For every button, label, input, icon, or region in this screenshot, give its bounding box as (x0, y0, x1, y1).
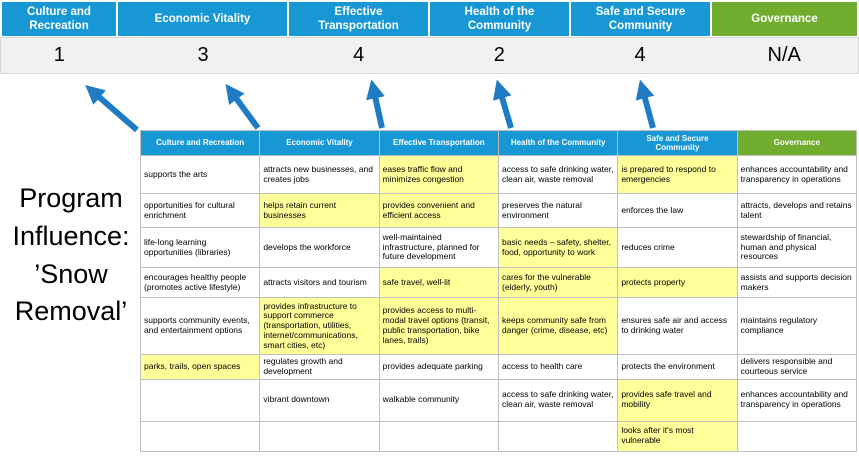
table-cell: well-maintained infrastructure, planned … (378, 227, 499, 268)
table-row: parks, trails, open spaces regulates grow… (139, 354, 858, 380)
table-cell: provides convenient and efficient access (378, 193, 499, 228)
table-cell: supports the arts (139, 155, 261, 194)
table-cell: vibrant downtown (259, 378, 380, 422)
table-cell: looks after it's most vulnerable (617, 420, 738, 452)
up-arrow-icon (85, 84, 139, 133)
table-cell: eases traffic flow and minimizes congest… (378, 155, 499, 194)
table-col-header: Governance (736, 130, 858, 156)
table-col-header: Safe and Secure Community (617, 130, 738, 156)
table-cell: reduces crime (617, 227, 738, 268)
table-cell: attracts, develops and retains talent (736, 193, 858, 228)
pillar-score-0: 1 (53, 44, 65, 66)
table-cell: opportunities for cultural enrichment (139, 193, 261, 228)
table-col-header: Culture and Recreation (139, 130, 261, 156)
table-row: encourages healthy people (promotes acti… (139, 267, 858, 298)
pillar-score-5: N/A (767, 44, 801, 66)
table-cell: provides access to multi-modal travel op… (378, 297, 499, 355)
pillar-header-2: Effective Transportation (289, 2, 428, 36)
up-arrow-icon (493, 79, 514, 129)
up-arrow-icon (366, 79, 385, 129)
table-row: opportunities for cultural enrichment hel… (139, 193, 858, 228)
table-row: supports the arts attracts new businesses… (139, 155, 858, 194)
pillar-score-2: 4 (353, 44, 365, 66)
table-row: life-long learning opportunities (librar… (139, 227, 858, 268)
table-cell (736, 420, 858, 452)
table-col-header: Effective Transportation (378, 130, 499, 156)
table-cell (497, 420, 619, 452)
table-cell: supports community events, and entertain… (139, 297, 261, 355)
table-cell: cares for the vulnerable (elderly, youth… (497, 267, 619, 298)
table-cell: walkable community (378, 378, 499, 422)
table-cell: parks, trails, open spaces (139, 354, 261, 380)
pillar-header-row: Culture and Recreation Economic Vitality E… (2, 2, 857, 36)
table-cell: attracts visitors and tourism (259, 267, 380, 298)
table-cell: preserves the natural environment (497, 193, 619, 228)
pillar-header-3: Health of the Community (430, 2, 569, 36)
table-cell (259, 420, 380, 452)
table-cell: maintains regulatory compliance (736, 297, 858, 355)
table-cell (378, 420, 499, 452)
table-cell: provides adequate parking (378, 354, 499, 380)
table-cell: life-long learning opportunities (librar… (139, 227, 261, 268)
table-col-header: Economic Vitality (259, 130, 380, 156)
table-cell (139, 420, 261, 452)
table-cell: delivers responsible and courteous servi… (736, 354, 858, 380)
table-cell: access to health care (497, 354, 619, 380)
table-cell: basic needs – safety, shelter, food, opp… (497, 227, 619, 268)
pillar-score-4: 4 (634, 44, 646, 66)
table-cell: protects property (617, 267, 738, 298)
influence-table: Culture and Recreation Economic Vitality E… (139, 130, 858, 452)
table-cell: attracts new businesses, and creates job… (259, 155, 380, 194)
influence-table-body: supports the arts attracts new businesses… (139, 155, 858, 452)
table-cell: stewardship of financial, human and phys… (736, 227, 858, 268)
score-row: 1 3 4 2 4 N/A (0, 37, 859, 74)
table-header-row: Culture and Recreation Economic Vitality E… (139, 130, 858, 156)
table-cell: provides infrastructure to support comme… (259, 297, 380, 355)
table-cell: protects the environment (617, 354, 738, 380)
pillar-header-0: Culture and Recreation (2, 2, 116, 36)
table-col-header: Health of the Community (497, 130, 619, 156)
table-cell: keeps community safe from danger (crime,… (497, 297, 619, 355)
pillar-score-1: 3 (197, 44, 209, 66)
up-arrow-icon (635, 79, 656, 129)
table-row: looks after it's most vulnerable (139, 420, 858, 452)
pillar-score-3: 2 (493, 44, 505, 66)
table-cell: regulates growth and development (259, 354, 380, 380)
table-cell: develops the workforce (259, 227, 380, 268)
table-cell: access to safe drinking water, clean air… (497, 155, 619, 194)
table-cell: ensures safe air and access to drinking … (617, 297, 738, 355)
pillar-header-4: Safe and Secure Community (571, 2, 710, 36)
table-cell: enhances accountability and transparency… (736, 155, 858, 194)
table-cell: access to safe drinking water, clean air… (497, 378, 619, 422)
table-cell: enhances accountability and transparency… (736, 378, 858, 422)
table-cell: safe travel, well-lit (378, 267, 499, 298)
table-cell: assists and supports decision makers (736, 267, 858, 298)
pillar-header-1: Economic Vitality (118, 2, 287, 36)
influence-table-head: Culture and Recreation Economic Vitality E… (139, 130, 858, 156)
pillar-header-5: Governance (712, 2, 857, 36)
table-cell: provides safe travel and mobility (617, 378, 738, 422)
program-influence-label: Program Influence: ’Snow Removal’ (12, 183, 130, 327)
table-cell: encourages healthy people (promotes acti… (139, 267, 261, 298)
table-cell (139, 378, 261, 422)
table-cell: enforces the law (617, 193, 738, 228)
table-cell: is prepared to respond to emergencies (617, 155, 738, 194)
arrows-layer (85, 79, 656, 133)
table-row: vibrant downtown walkable community access… (139, 378, 858, 422)
up-arrow-icon (225, 83, 261, 130)
table-cell: helps retain current businesses (259, 193, 380, 228)
table-row: supports community events, and entertain… (139, 297, 858, 355)
